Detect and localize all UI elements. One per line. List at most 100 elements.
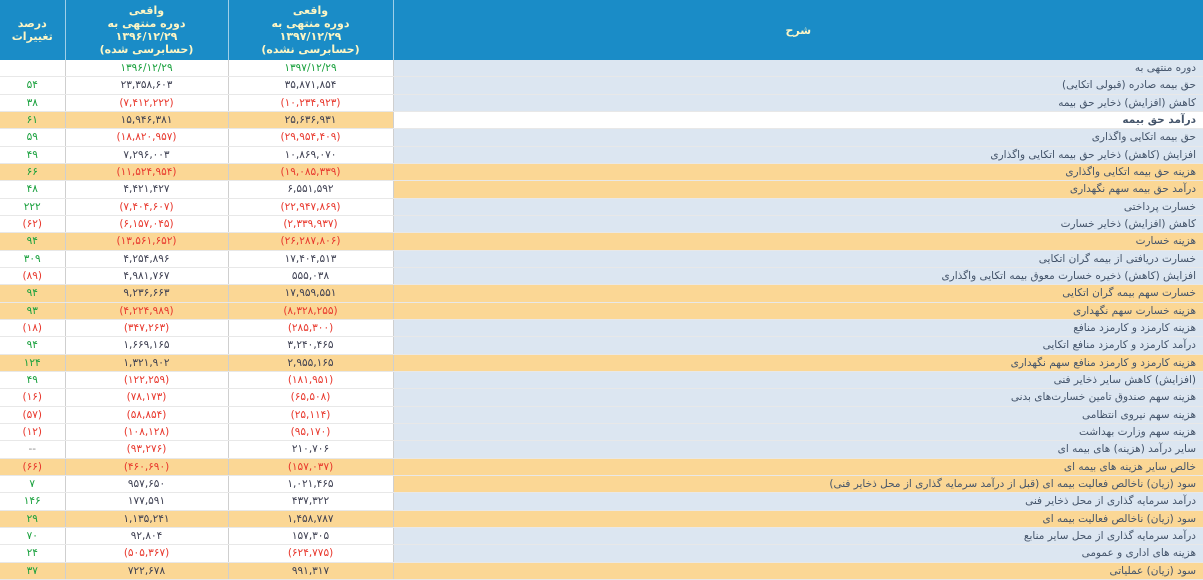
description-cell: کاهش (افزایش) ذخایر خسارت — [393, 215, 1203, 234]
value-1397-cell: (۲۵,۱۱۴) — [228, 406, 394, 424]
percent-change-cell: ۵۹ — [0, 128, 66, 147]
value-1397-cell: ۲۱۰,۷۰۶ — [228, 440, 394, 459]
period-1396-column-header: واقعی دوره منتهی به ۱۳۹۶/۱۲/۲۹ (حسابرسی … — [64, 0, 229, 60]
value-1396-cell: ۱,۶۶۹,۱۶۵ — [65, 336, 229, 355]
value-1396-cell: (۵۸,۸۵۴) — [65, 406, 229, 424]
value-1397-cell: ۱۳۹۷/۱۲/۲۹ — [228, 60, 394, 78]
percent-change-cell: ۲۴ — [0, 544, 66, 563]
table-row: ۵۴ ۲۳,۳۵۸,۶۰۳ ۳۵,۸۷۱,۸۵۴ حق بیمه صادره (قبو… — [0, 76, 1203, 95]
table-row: ۹۳ (۴,۲۲۴,۹۸۹) (۸,۳۲۸,۲۵۵) هزینه خسارت سهم … — [0, 302, 1203, 320]
value-1397-cell: ۱۰,۸۶۹,۰۷۰ — [228, 146, 394, 164]
value-1396-cell: (۹۳,۲۷۶) — [65, 440, 229, 459]
table-row: (۱۶) (۷۸,۱۷۳) (۶۵,۵۰۸) هزینه سهم صندوق تامی… — [0, 388, 1203, 407]
description-cell: کاهش (افزایش) ذخایر حق بیمه — [393, 94, 1203, 112]
value-1396-cell: (۷,۴۰۴,۶۰۷) — [65, 198, 229, 216]
table-row: ۹۴ ۱,۶۶۹,۱۶۵ ۳,۲۴۰,۴۶۵ درآمد کارمزد و کارمز… — [0, 336, 1203, 355]
value-1396-cell: (۱۳,۵۶۱,۶۵۲) — [65, 232, 229, 251]
table-row: ۹۴ ۹,۲۳۶,۶۶۳ ۱۷,۹۵۹,۵۵۱ خسارت سهم بیمه گران… — [0, 284, 1203, 303]
description-cell: خسارت پرداختی — [393, 198, 1203, 216]
description-cell: دوره منتهی به — [393, 60, 1203, 78]
value-1397-cell: ۱,۴۵۸,۷۸۷ — [228, 510, 394, 528]
value-1397-cell: ۲۵,۶۳۶,۹۳۱ — [228, 111, 394, 130]
value-1396-cell: ۷۲۲,۶۷۸ — [65, 562, 229, 580]
value-1396-cell: (۴۶۰,۶۹۰) — [65, 458, 229, 476]
description-cell: درآمد سرمایه گذاری از محل ذخایر فنی — [393, 492, 1203, 511]
description-cell: هزینه خسارت سهم نگهداری — [393, 302, 1203, 320]
description-cell: هزینه خسارت — [393, 232, 1203, 251]
table-row: (۸۹) ۴,۹۸۱,۷۶۷ ۵۵۵,۰۳۸ افزایش (کاهش) ذخیره … — [0, 267, 1203, 286]
percent-change-cell: (۱۶) — [0, 388, 66, 407]
percent-change-cell: ۱۴۶ — [0, 492, 66, 511]
table-row: ۹۴ (۱۳,۵۶۱,۶۵۲) (۲۶,۲۸۷,۸۰۶) هزینه خسارت — [0, 232, 1203, 251]
percent-change-cell: ۴۸ — [0, 180, 66, 199]
table-row: (۵۷) (۵۸,۸۵۴) (۲۵,۱۱۴) هزینه سهم نیروی انتظ… — [0, 406, 1203, 424]
table-row: ۳۷ ۷۲۲,۶۷۸ ۹۹۱,۳۱۷ سود (زیان) عملیاتی — [0, 562, 1203, 580]
percent-change-cell: ۳۷ — [0, 562, 66, 580]
description-cell: هزینه کارمزد و کارمزد منافع سهم نگهداری — [393, 354, 1203, 372]
description-cell: هزینه حق بیمه اتکایی واگذاری — [393, 163, 1203, 182]
table-row: (۶۲) (۶,۱۵۷,۰۴۵) (۲,۳۳۹,۹۳۷) کاهش (افزایش) … — [0, 215, 1203, 234]
percent-change-cell: (۸۹) — [0, 267, 66, 286]
percent-change-cell: (۶۶) — [0, 458, 66, 476]
percent-change-cell: ۶۶ — [0, 163, 66, 182]
description-cell: درآمد کارمزد و کارمزد منافع اتکایی — [393, 336, 1203, 355]
value-1397-cell: ۴۳۷,۳۲۲ — [228, 492, 394, 511]
description-cell: درآمد حق بیمه سهم نگهداری — [393, 180, 1203, 199]
table-row: ۴۹ ۷,۲۹۶,۰۰۳ ۱۰,۸۶۹,۰۷۰ افزایش (کاهش) ذخایر… — [0, 146, 1203, 164]
percent-change-cell: (۱۸) — [0, 319, 66, 338]
value-1396-cell: ۹۵۷,۶۵۰ — [65, 475, 229, 494]
table-row: ۶۶ (۱۱,۵۲۴,۹۵۴) (۱۹,۰۸۵,۳۳۹) هزینه حق بیمه … — [0, 163, 1203, 182]
value-1396-cell: (۷,۴۱۲,۲۲۲) — [65, 94, 229, 112]
value-1397-cell: (۲۹,۹۵۴,۴۰۹) — [228, 128, 394, 147]
value-1396-cell: (۶,۱۵۷,۰۴۵) — [65, 215, 229, 234]
description-cell: هزینه سهم وزارت بهداشت — [393, 423, 1203, 442]
table-row: ۱۴۶ ۱۷۷,۵۹۱ ۴۳۷,۳۲۲ درآمد سرمایه گذاری از م… — [0, 492, 1203, 511]
value-1397-cell: (۸,۳۲۸,۲۵۵) — [228, 302, 394, 320]
description-column-header: شرح — [392, 0, 1203, 60]
table-row: ۳۸ (۷,۴۱۲,۲۲۲) (۱۰,۲۳۴,۹۲۳) کاهش (افزایش) ذ… — [0, 94, 1203, 112]
description-cell: حق بیمه اتکایی واگذاری — [393, 128, 1203, 147]
value-1396-cell: (۳۴۷,۲۶۳) — [65, 319, 229, 338]
table-body: ۱۳۹۶/۱۲/۲۹ ۱۳۹۷/۱۲/۲۹ دوره منتهی به ۵۴ ۲۳,۳۵… — [0, 60, 1203, 580]
value-1397-cell: ۱۷,۹۵۹,۵۵۱ — [228, 284, 394, 303]
value-1396-cell: (۱۸,۸۲۰,۹۵۷) — [65, 128, 229, 147]
percent-change-cell: -- — [0, 440, 66, 459]
table-row: -- (۹۳,۲۷۶) ۲۱۰,۷۰۶ سایر درآمد (هزینه) های … — [0, 440, 1203, 459]
table-row: ۵۹ (۱۸,۸۲۰,۹۵۷) (۲۹,۹۵۴,۴۰۹) حق بیمه اتکایی… — [0, 128, 1203, 147]
description-cell: خسارت دریافتی از بیمه گران اتکایی — [393, 250, 1203, 268]
value-1397-cell: ۳۵,۸۷۱,۸۵۴ — [228, 76, 394, 95]
value-1396-cell: ۱,۱۳۵,۲۴۱ — [65, 510, 229, 528]
percent-change-cell: ۵۴ — [0, 76, 66, 95]
description-cell: سود (زیان) ناخالص فعالیت بیمه ای (قبل از… — [393, 475, 1203, 494]
percent-change-cell: ۲۹ — [0, 510, 66, 528]
value-1397-cell: ۹۹۱,۳۱۷ — [228, 562, 394, 580]
description-cell: سود (زیان) عملیاتی — [393, 562, 1203, 580]
value-1397-cell: (۹۵,۱۷۰) — [228, 423, 394, 442]
value-1396-cell: ۴,۲۵۴,۸۹۶ — [65, 250, 229, 268]
percent-change-cell: ۷ — [0, 475, 66, 494]
table-row: ۷۰ ۹۲,۸۰۴ ۱۵۷,۳۰۵ درآمد سرمایه گذاری از محل… — [0, 527, 1203, 546]
table-row: ۴۹ (۱۲۲,۲۵۹) (۱۸۱,۹۵۱) (افزایش) کاهش سایر ذ… — [0, 371, 1203, 390]
value-1397-cell: ۶,۵۵۱,۵۹۲ — [228, 180, 394, 199]
percent-change-cell: ۲۲۲ — [0, 198, 66, 216]
period-1397-column-header: واقعی دوره منتهی به ۱۳۹۷/۱۲/۲۹ (حسابرسی … — [227, 0, 394, 60]
table-row: (۱۲) (۱۰۸,۱۲۸) (۹۵,۱۷۰) هزینه سهم وزارت بهد… — [0, 423, 1203, 442]
percent-change-cell: (۵۷) — [0, 406, 66, 424]
description-cell: افزایش (کاهش) ذخیره خسارت معوق بیمه اتکا… — [393, 267, 1203, 286]
percent-change-cell: ۴۹ — [0, 371, 66, 390]
table-row: ۴۸ ۴,۴۲۱,۴۲۷ ۶,۵۵۱,۵۹۲ درآمد حق بیمه سهم نگ… — [0, 180, 1203, 199]
percent-change-cell — [0, 60, 66, 78]
value-1397-cell: (۲۸۵,۳۰۰) — [228, 319, 394, 338]
table-row: ۷ ۹۵۷,۶۵۰ ۱,۰۲۱,۴۶۵ سود (زیان) ناخالص فعالی… — [0, 475, 1203, 494]
description-cell: خالص سایر هزینه های بیمه ای — [393, 458, 1203, 476]
value-1397-cell: ۱۵۷,۳۰۵ — [228, 527, 394, 546]
value-1397-cell: (۶۲۴,۷۷۵) — [228, 544, 394, 563]
description-cell: هزینه سهم صندوق تامین خسارت‌های بدنی — [393, 388, 1203, 407]
value-1396-cell: ۷,۲۹۶,۰۰۳ — [65, 146, 229, 164]
value-1397-cell: (۲۶,۲۸۷,۸۰۶) — [228, 232, 394, 251]
description-cell: هزینه های اداری و عمومی — [393, 544, 1203, 563]
value-1397-cell: ۱,۰۲۱,۴۶۵ — [228, 475, 394, 494]
table-row: ۱۲۴ ۱,۳۲۱,۹۰۲ ۲,۹۵۵,۱۶۵ هزینه کارمزد و کارم… — [0, 354, 1203, 372]
value-1397-cell: (۱۸۱,۹۵۱) — [228, 371, 394, 390]
